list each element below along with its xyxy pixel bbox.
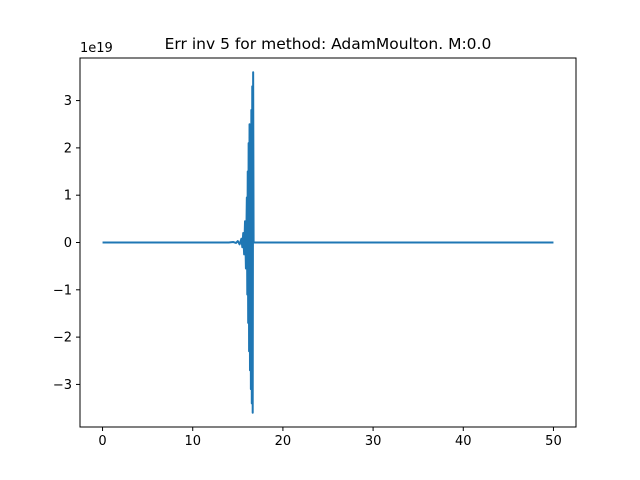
y-tick-label: 2 <box>64 141 72 156</box>
x-tick-label: 10 <box>184 434 201 449</box>
x-tick-label: 40 <box>455 434 472 449</box>
y-tick-label: 1 <box>64 189 72 204</box>
x-tick-label: 30 <box>365 434 382 449</box>
plot-area: 0 10 20 30 40 50 −3 −2 −1 0 1 2 3 <box>53 57 577 449</box>
y-tick-label: −3 <box>53 378 72 393</box>
x-tick-label: 20 <box>275 434 292 449</box>
y-tick-label: 0 <box>64 236 72 251</box>
y-tick-label: −1 <box>53 283 72 298</box>
chart-title: Err inv 5 for method: AdamMoulton. M:0.0 <box>165 35 492 53</box>
y-offset-label: 1e19 <box>80 41 113 56</box>
x-tick-label: 50 <box>545 434 562 449</box>
y-tick-label: 3 <box>64 94 72 109</box>
series-line-0 <box>102 71 554 414</box>
y-tick-label: −2 <box>53 331 72 346</box>
x-tick-label: 0 <box>98 434 106 449</box>
